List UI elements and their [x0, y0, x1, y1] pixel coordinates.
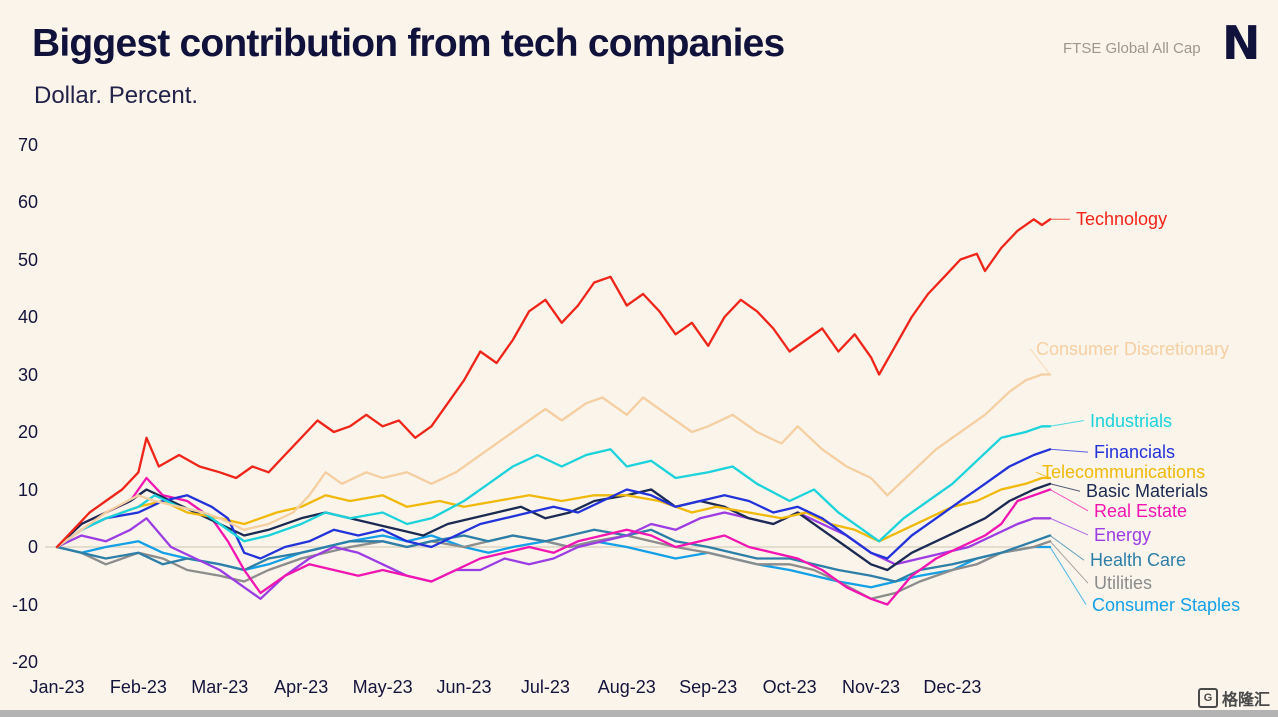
y-tick-10: 10	[17, 479, 38, 500]
brand-logo-icon: N	[1222, 16, 1261, 70]
watermark: G 格隆汇	[1197, 686, 1270, 710]
watermark-logo-icon: G	[1197, 688, 1218, 708]
chart-title: Biggest contribution from tech companies	[32, 22, 785, 65]
series-label-utilities: Utilities	[1094, 573, 1153, 594]
series-line-technology	[55, 218, 1052, 549]
series-label-consumer-discretionary: Consumer Discretionary	[1036, 338, 1230, 359]
series-line-energy	[55, 511, 1052, 600]
x-tick-may-23: May-23	[352, 677, 413, 697]
x-tick-feb-23: Feb-23	[109, 677, 167, 697]
x-tick-mar-23: Mar-23	[191, 677, 249, 697]
x-tick-sep-23: Sep-23	[679, 677, 738, 697]
y-tick-60: 60	[17, 192, 38, 212]
y-tick-40: 40	[17, 307, 38, 327]
series-line-real-estate	[55, 476, 1052, 606]
x-tick-aug-23: Aug-23	[597, 677, 656, 697]
series-line-utilities	[55, 534, 1052, 600]
y-tick-70: 70	[17, 134, 38, 155]
chart-subtitle: Dollar. Percent.	[34, 82, 199, 109]
leader-line-financials	[1050, 448, 1089, 453]
series-line-financials	[55, 448, 1052, 560]
leader-line-real-estate	[1049, 489, 1089, 512]
x-tick-apr-23: Apr-23	[274, 677, 329, 697]
leader-line-utilities	[1049, 540, 1089, 584]
series-label-technology: Technology	[1076, 209, 1168, 230]
series-line-consumer-discretionary	[55, 373, 1052, 549]
y-tick-50: 50	[17, 249, 38, 270]
leader-line-energy	[1049, 517, 1089, 536]
x-tick-jul-23: Jul-23	[520, 677, 570, 697]
leader-line-industrials	[1049, 420, 1085, 427]
series-line-health-care	[55, 528, 1052, 583]
series-label-financials: Financials	[1094, 442, 1176, 463]
y-tick-20: 20	[17, 422, 38, 442]
series-label-real-estate: Real Estate	[1094, 500, 1188, 521]
leader-line-basic-materials	[1049, 483, 1081, 492]
x-tick-dec-23: Dec-23	[923, 677, 982, 697]
horizontal-scrollbar[interactable]	[0, 710, 1278, 717]
y-tick--10: -10	[11, 594, 38, 615]
x-tick-jun-23: Jun-23	[436, 677, 492, 697]
y-tick-0: 0	[27, 537, 38, 557]
series-label-consumer-staples: Consumer Staples	[1092, 594, 1241, 615]
series-label-energy: Energy	[1094, 524, 1152, 545]
index-source-label: FTSE Global All Cap	[1063, 40, 1201, 57]
watermark-text: 格隆汇	[1221, 692, 1270, 709]
series-label-industrials: Industrials	[1090, 410, 1173, 431]
leader-line-health-care	[1049, 535, 1085, 561]
series-label-health-care: Health Care	[1090, 550, 1187, 571]
series-label-telecommunications: Telecommunications	[1042, 462, 1206, 483]
x-tick-jan-23: Jan-23	[29, 677, 85, 697]
x-tick-nov-23: Nov-23	[841, 677, 901, 697]
y-tick-30: 30	[17, 364, 38, 385]
x-tick-oct-23: Oct-23	[762, 677, 817, 697]
series-line-industrials	[55, 425, 1052, 549]
leader-line-consumer-staples	[1049, 546, 1087, 605]
y-tick--20: -20	[11, 652, 38, 672]
series-line-basic-materials	[55, 482, 1052, 572]
series-label-basic-materials: Basic Materials	[1086, 481, 1209, 502]
leader-line-consumer-discretionary	[1029, 348, 1051, 375]
